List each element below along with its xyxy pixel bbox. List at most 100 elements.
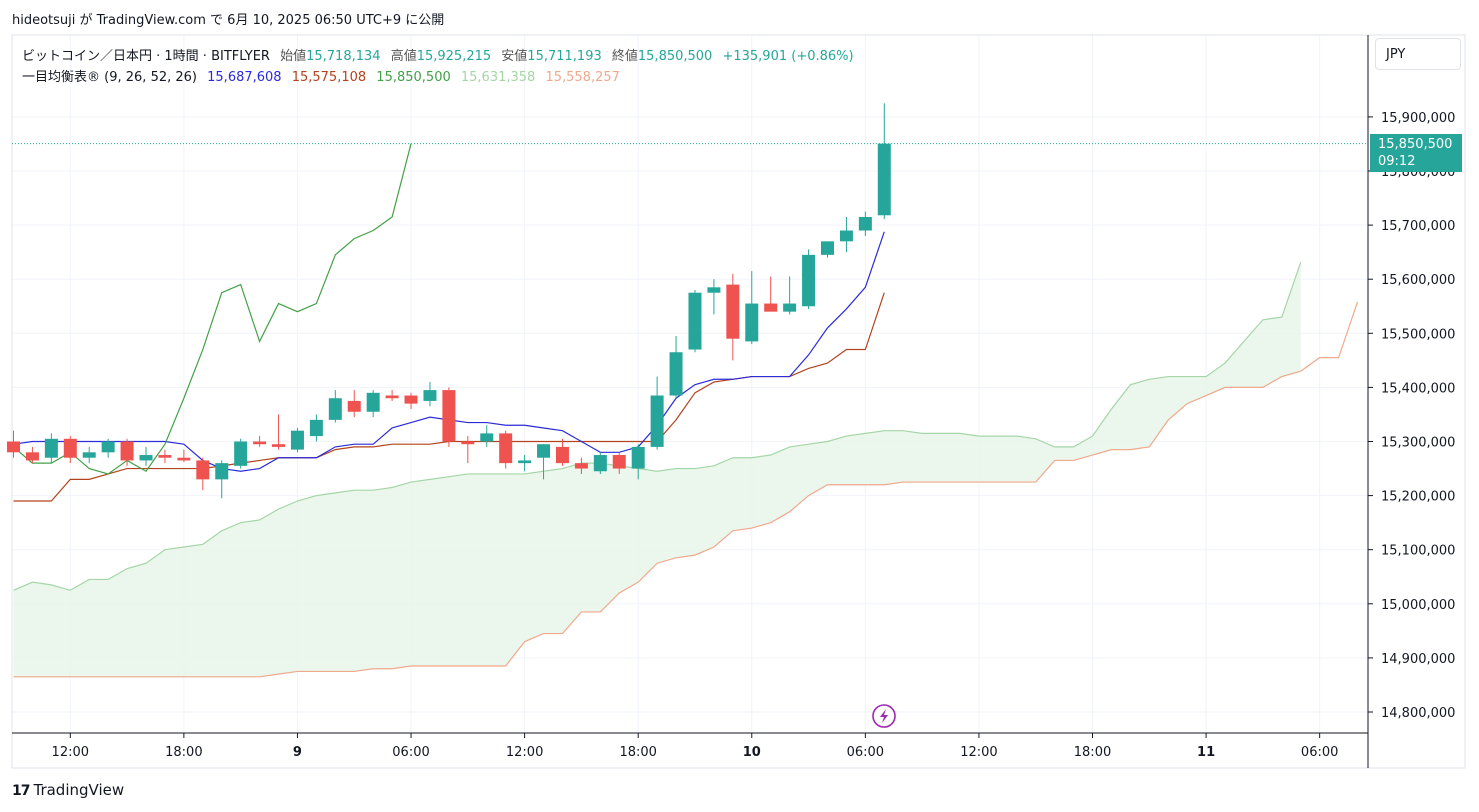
- candle: [499, 430, 513, 469]
- candle: [234, 438, 248, 469]
- price-axis: 14,800,000 14,900,000 15,000,000 15,100,000…: [1368, 111, 1455, 721]
- symbol-title[interactable]: ビットコイン／日本円 · 1時間 · BITFLYER: [22, 49, 270, 64]
- candle-body: [196, 460, 210, 480]
- candle-body: [555, 446, 569, 464]
- open-value: 15,718,134: [306, 49, 381, 64]
- candle: [669, 336, 683, 399]
- time-tick-label: 06:00: [847, 745, 884, 760]
- candle: [631, 444, 645, 480]
- price-tick-label: 15,400,000: [1381, 381, 1455, 396]
- time-tick-label: 12:00: [960, 745, 997, 760]
- candle: [290, 427, 304, 453]
- publish-info: hideotsuji が TradingView.com で 6月 10, 20…: [12, 13, 445, 28]
- candle-body: [820, 241, 834, 255]
- candle: [63, 436, 77, 464]
- senkou-span-a-line: [13, 262, 1302, 591]
- candle-body: [650, 395, 664, 447]
- candle: [442, 387, 456, 447]
- close-value: 15,850,500: [637, 49, 713, 64]
- price-tick-label: 15,700,000: [1381, 219, 1455, 234]
- low-label: 安値: [501, 49, 528, 64]
- candle-body: [82, 452, 96, 458]
- candle: [309, 414, 323, 442]
- candle-body: [215, 463, 229, 480]
- high-label: 高値: [390, 49, 417, 64]
- ichimoku-cloud: [13, 262, 1301, 677]
- candle-body: [309, 419, 323, 437]
- candle-body: [272, 444, 286, 447]
- time-tick-label: 12:00: [506, 745, 543, 760]
- candle: [745, 271, 759, 345]
- candle: [877, 103, 891, 220]
- candle-body: [537, 444, 551, 458]
- candle-body: [366, 392, 380, 412]
- candle: [196, 457, 210, 491]
- candle: [253, 436, 267, 447]
- indicator-params: (9, 26, 52, 26): [104, 70, 197, 85]
- candle-body: [347, 400, 361, 412]
- indicator-name[interactable]: 一目均衡表®: [22, 70, 101, 85]
- candle: [177, 449, 191, 463]
- currency-selector[interactable]: JPY: [1375, 38, 1461, 70]
- dividend-event-icon[interactable]: [872, 704, 896, 728]
- candle-body: [25, 452, 39, 461]
- price-tick-label: 15,900,000: [1381, 111, 1455, 126]
- candle: [82, 446, 96, 464]
- open-label: 始値: [280, 49, 307, 64]
- tenkan-value: 15,687,608: [207, 70, 282, 85]
- candle: [650, 376, 664, 450]
- senkou-span-b-line: [13, 301, 1359, 678]
- kijun-value: 15,575,108: [291, 70, 367, 85]
- price-tick-label: 15,300,000: [1381, 436, 1455, 451]
- candle-body: [44, 438, 58, 458]
- candle: [215, 460, 229, 499]
- candle-body: [631, 446, 645, 469]
- time-tick-label: 06:00: [392, 745, 429, 760]
- candle: [423, 381, 437, 407]
- last-price-value: 15,850,500: [1378, 137, 1453, 152]
- candle: [518, 455, 532, 472]
- candle: [555, 438, 569, 466]
- candle-body: [442, 390, 456, 442]
- candle: [593, 452, 607, 474]
- candle: [366, 390, 380, 418]
- tradingview-logo[interactable]: 17 TradingView: [12, 781, 124, 799]
- price-tick-label: 15,200,000: [1381, 490, 1455, 505]
- candle-body: [726, 284, 740, 339]
- candle: [764, 276, 778, 312]
- candle: [461, 436, 475, 464]
- price-tick-label: 15,100,000: [1381, 544, 1455, 559]
- last-price-badge: 15,850,500 09:12: [1370, 134, 1462, 172]
- candle-body: [63, 438, 77, 458]
- price-tick-label: 15,000,000: [1381, 598, 1455, 613]
- candle: [612, 452, 626, 474]
- candle-body: [499, 433, 513, 464]
- price-tick-label: 14,800,000: [1381, 706, 1455, 721]
- candle: [139, 446, 153, 466]
- candle-body: [139, 455, 153, 461]
- candle: [25, 446, 39, 464]
- candle-body: [669, 352, 683, 396]
- ichimoku-lines: [13, 143, 1359, 678]
- price-tick-label: 15,600,000: [1381, 273, 1455, 288]
- time-axis: 12:00 18:00 9 06:00 12:00 18:00 10 06:00 12:00 18…: [52, 733, 1338, 760]
- chikou-value: 15,850,500: [376, 70, 451, 85]
- candle-body: [858, 216, 872, 231]
- cloud-fill: [13, 262, 1301, 677]
- candle-body: [234, 441, 248, 466]
- time-tick-label: 9: [293, 745, 302, 760]
- candles: [7, 103, 891, 499]
- candle-body: [120, 441, 134, 461]
- candle-body: [764, 303, 778, 312]
- candle-body: [802, 254, 816, 307]
- ohlc-legend: ビットコイン／日本円 · 1時間 · BITFLYER 始値15,718,134…: [22, 45, 860, 64]
- candle: [101, 438, 115, 458]
- candle: [158, 449, 172, 464]
- candle: [839, 216, 853, 253]
- candle-body: [593, 455, 607, 472]
- indicator-legend[interactable]: 一目均衡表® (9, 26, 52, 26) 15,687,608 15,575…: [22, 66, 626, 85]
- candle: [7, 430, 20, 458]
- time-tick-label: 18:00: [165, 745, 202, 760]
- candle: [537, 444, 551, 480]
